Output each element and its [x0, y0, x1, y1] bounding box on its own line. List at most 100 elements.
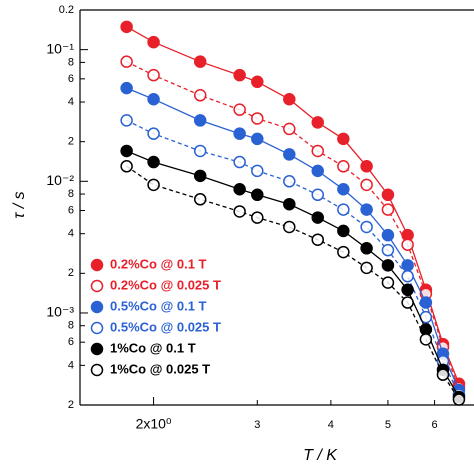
- data-point: [193, 89, 207, 102]
- y-tick-label: 4: [68, 359, 74, 371]
- y-tick-label: 4: [68, 96, 74, 108]
- data-point: [147, 35, 160, 49]
- legend-label: 0.2%Co @ 0.1 T: [110, 256, 207, 271]
- data-point: [251, 112, 264, 125]
- legend-label: 1%Co @ 0.1 T: [110, 340, 196, 355]
- legend-label: 1%Co @ 0.025 T: [110, 361, 210, 376]
- data-point: [381, 259, 395, 272]
- data-point: [283, 197, 296, 211]
- data-point: [311, 233, 324, 246]
- data-point: [337, 183, 350, 196]
- y-tick-label: 8: [68, 56, 74, 68]
- data-point: [283, 220, 296, 234]
- data-point: [337, 203, 350, 216]
- data-point: [193, 55, 207, 68]
- data-point: [283, 122, 296, 136]
- y-tick-label: 8: [68, 188, 74, 200]
- data-point: [401, 270, 414, 283]
- y-tick-label: 8: [68, 320, 74, 332]
- data-point: [233, 183, 246, 196]
- fit-line: [126, 150, 460, 398]
- data-point: [147, 68, 160, 82]
- x-axis-label: T / K: [303, 447, 338, 464]
- data-point: [233, 103, 246, 116]
- data-point: [193, 193, 207, 206]
- data-point: [147, 92, 160, 106]
- data-point: [381, 203, 395, 216]
- y-tick-label: 10⁻¹: [46, 40, 74, 56]
- data-point: [233, 205, 246, 218]
- y-tick-label: 4: [68, 228, 74, 240]
- data-point: [419, 333, 433, 346]
- legend-marker: [90, 258, 104, 272]
- fit-line: [126, 119, 460, 395]
- data-point: [360, 242, 373, 255]
- data-point: [311, 211, 324, 224]
- y-tick-label: 0.2: [59, 4, 74, 16]
- data-point: [311, 116, 324, 129]
- y-tick-label: 6: [68, 336, 74, 348]
- data-point: [147, 178, 160, 192]
- data-point: [401, 238, 414, 251]
- data-point: [120, 55, 133, 68]
- data-point: [233, 127, 246, 140]
- legend-marker: [90, 363, 104, 377]
- legend-label: 0.5%Co @ 0.025 T: [110, 319, 221, 334]
- x-tick-label: 4: [328, 419, 334, 431]
- fit-line: [126, 87, 460, 391]
- data-point: [381, 228, 395, 242]
- data-point: [311, 144, 324, 158]
- data-point: [311, 164, 324, 178]
- data-point: [147, 155, 160, 169]
- data-point: [283, 175, 296, 188]
- data-point: [360, 160, 373, 173]
- data-point: [233, 68, 246, 82]
- y-tick-label: 2: [68, 136, 74, 148]
- data-point: [120, 20, 133, 34]
- data-point: [436, 368, 450, 381]
- legend-marker: [90, 300, 104, 314]
- data-point: [381, 276, 395, 289]
- y-tick-label: 2: [68, 399, 74, 411]
- fit-line: [126, 61, 460, 389]
- data-point: [401, 283, 414, 297]
- y-axis-label: τ / s: [11, 191, 28, 218]
- data-point: [360, 261, 373, 275]
- legend-marker: [90, 279, 104, 293]
- data-point: [251, 188, 264, 202]
- data-point: [401, 259, 414, 272]
- x-tick-label: 3: [254, 419, 260, 431]
- legend-label: 0.2%Co @ 0.025 T: [110, 277, 221, 292]
- legend-marker: [90, 321, 104, 335]
- data-point: [360, 220, 373, 234]
- data-point: [452, 393, 466, 406]
- data-point: [233, 155, 246, 169]
- data-point: [283, 92, 296, 106]
- legend-marker: [90, 342, 104, 356]
- y-tick-label: 6: [68, 204, 74, 216]
- x-tick-label: 5: [385, 419, 391, 431]
- data-point: [311, 188, 324, 202]
- data-point: [120, 160, 133, 173]
- y-tick-label: 10⁻²: [46, 172, 74, 188]
- data-point: [251, 211, 264, 224]
- data-point: [360, 203, 373, 216]
- x-tick-label: 2x10⁰: [136, 416, 172, 432]
- data-point: [193, 114, 207, 127]
- data-point: [251, 75, 264, 89]
- data-point: [381, 188, 395, 202]
- data-point: [337, 132, 350, 146]
- data-point: [193, 144, 207, 158]
- data-point: [337, 160, 350, 173]
- y-tick-label: 6: [68, 73, 74, 85]
- data-point: [283, 148, 296, 161]
- data-point: [120, 144, 133, 158]
- legend-label: 0.5%Co @ 0.1 T: [110, 298, 207, 313]
- data-point: [360, 178, 373, 192]
- fit-line: [126, 26, 460, 385]
- data-point: [147, 127, 160, 140]
- data-point: [251, 164, 264, 178]
- fit-line: [126, 165, 460, 400]
- data-point: [401, 296, 414, 309]
